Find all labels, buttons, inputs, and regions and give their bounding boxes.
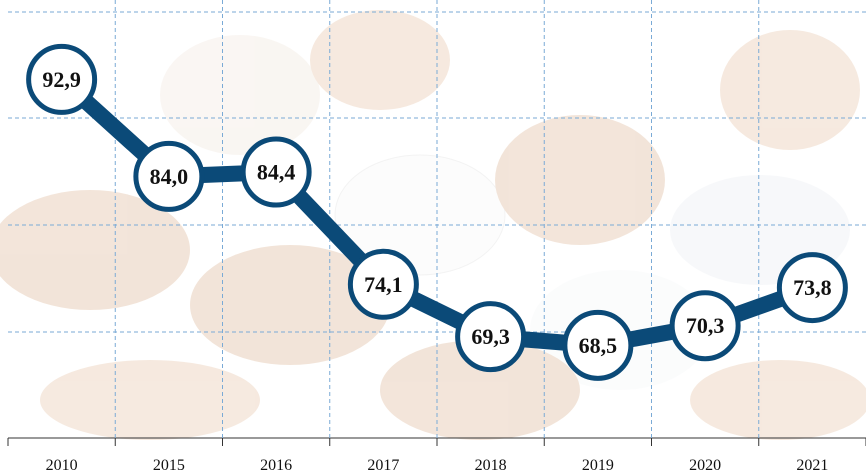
value-label: 69,3 <box>471 324 510 349</box>
x-tick-label: 2016 <box>260 457 292 474</box>
x-tick-label: 2015 <box>153 457 185 474</box>
point <box>562 309 634 381</box>
value-label: 68,5 <box>579 333 618 358</box>
value-label: 84,0 <box>150 164 189 189</box>
point <box>347 248 419 320</box>
x-tick-label: 2018 <box>475 457 507 474</box>
x-tick-label: 2020 <box>689 457 721 474</box>
x-tick-label: 2021 <box>796 457 828 474</box>
value-label: 84,4 <box>257 160 296 185</box>
value-label: 70,3 <box>686 313 725 338</box>
x-tick-label: 2017 <box>367 457 399 474</box>
point <box>26 43 98 115</box>
point <box>133 140 205 212</box>
value-label: 74,1 <box>364 272 403 297</box>
point <box>455 301 527 373</box>
x-tick-label: 2010 <box>46 457 78 474</box>
point <box>240 136 312 208</box>
point <box>669 290 741 362</box>
value-label: 92,9 <box>42 67 81 92</box>
value-label: 73,8 <box>793 275 832 300</box>
x-tick-label: 2019 <box>582 457 614 474</box>
point <box>776 252 848 324</box>
